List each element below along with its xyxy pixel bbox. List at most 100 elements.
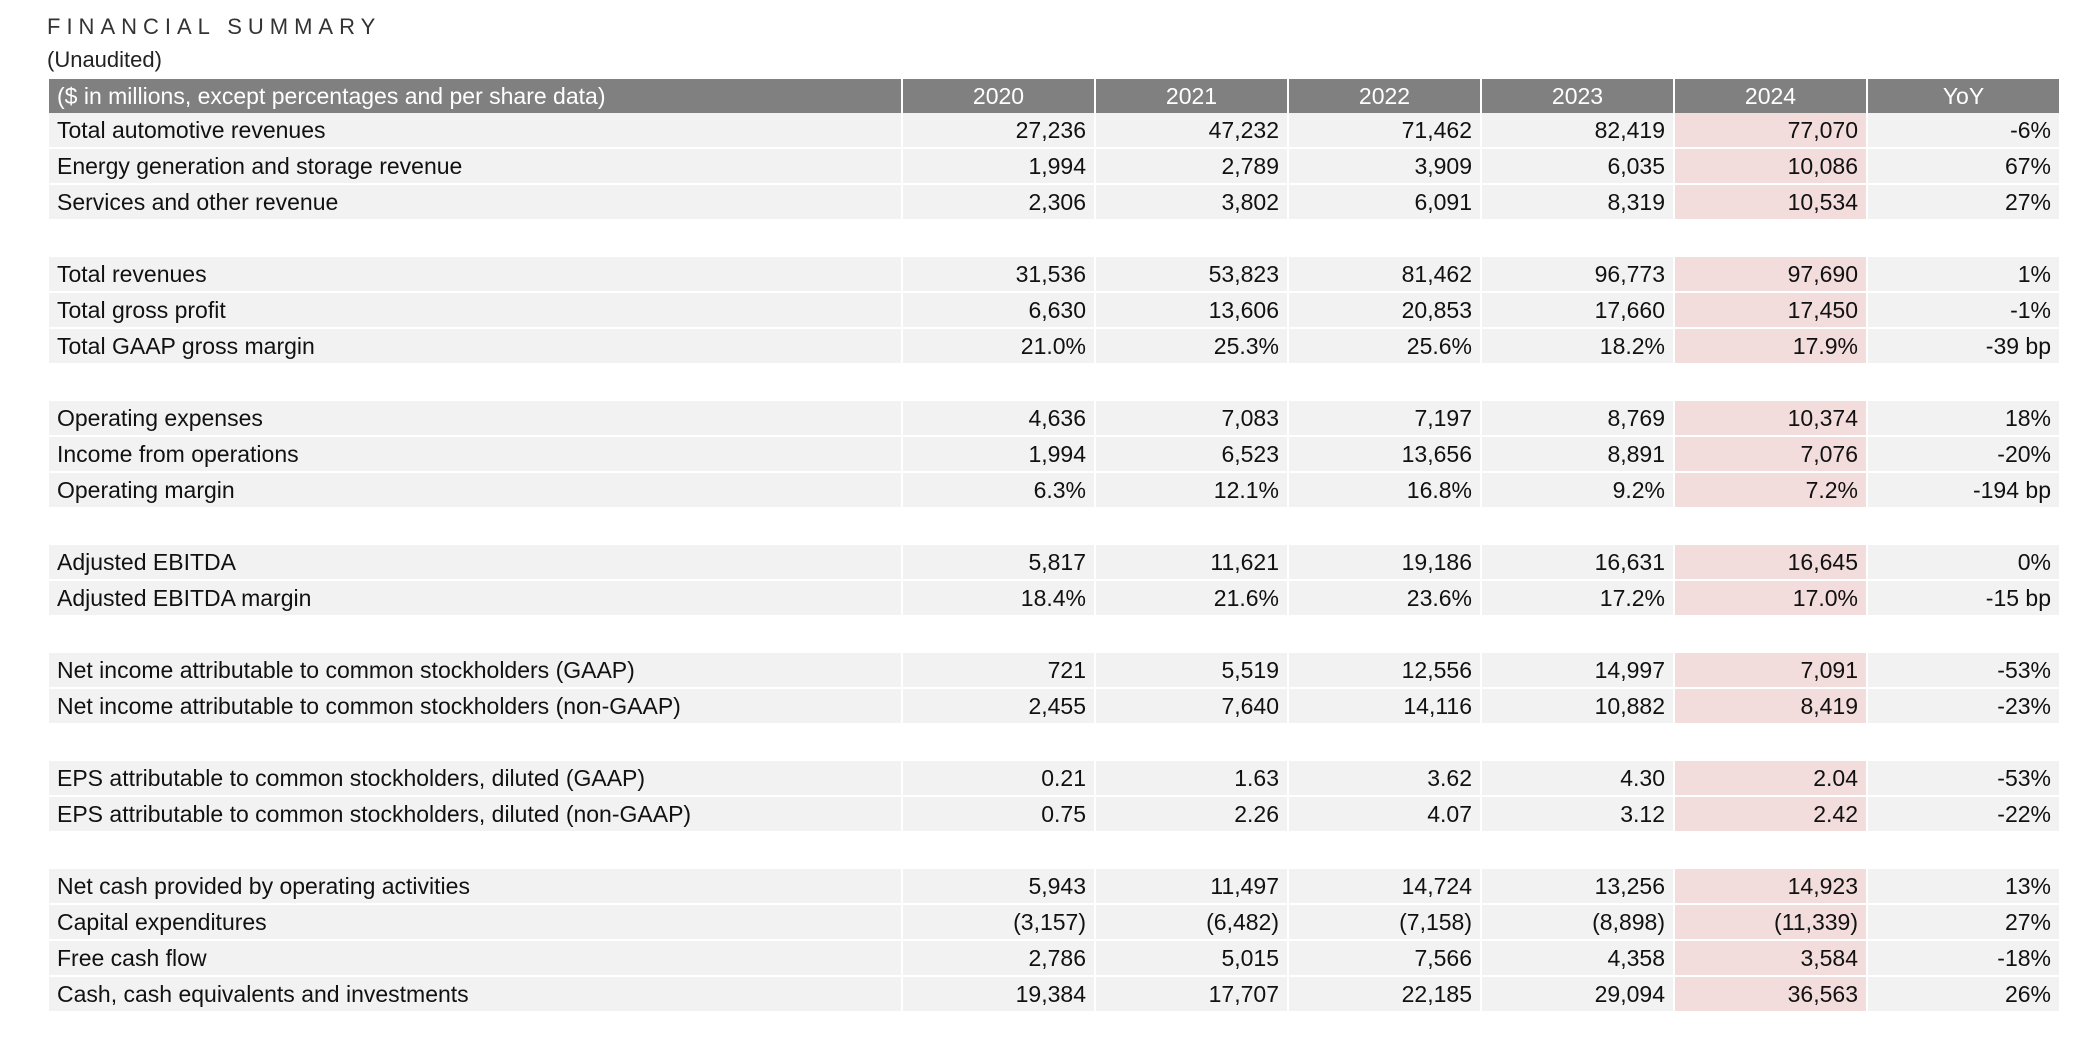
row-eps-diluted-non-gaap: EPS attributable to common stockholders,…	[49, 797, 2059, 833]
value-2022: 14,116	[1289, 689, 1480, 725]
value-2021: 11,497	[1096, 869, 1287, 905]
value-2024: 14,923	[1675, 869, 1866, 905]
header-yoy: YoY	[1868, 79, 2059, 113]
value-yoy: -20%	[1868, 437, 2059, 473]
value-2023: 9.2%	[1482, 473, 1673, 509]
value-2022: 6,091	[1289, 185, 1480, 221]
group-spacer	[49, 221, 2059, 257]
row-label: Total gross profit	[49, 293, 901, 329]
value-2022: 81,462	[1289, 257, 1480, 293]
row-income-from-operations: Income from operations 1,994 6,523 13,656 8,…	[49, 437, 2059, 473]
value-2021: 47,232	[1096, 113, 1287, 149]
value-yoy: 13%	[1868, 869, 2059, 905]
value-2022: 12,556	[1289, 653, 1480, 689]
value-yoy: 26%	[1868, 977, 2059, 1013]
row-label: Net income attributable to common stockh…	[49, 653, 901, 689]
value-yoy: 1%	[1868, 257, 2059, 293]
row-net-income-gaap: Net income attributable to common stockh…	[49, 653, 2059, 689]
row-label: Services and other revenue	[49, 185, 901, 221]
value-2022: (7,158)	[1289, 905, 1480, 941]
value-2024: 7,076	[1675, 437, 1866, 473]
value-2023: 96,773	[1482, 257, 1673, 293]
value-2020: 1,994	[903, 149, 1094, 185]
row-energy-generation-and-storage-revenue: Energy generation and storage revenue 1,9…	[49, 149, 2059, 185]
value-2022: 25.6%	[1289, 329, 1480, 365]
value-2020: 721	[903, 653, 1094, 689]
row-adjusted-ebitda-margin: Adjusted EBITDA margin 18.4% 21.6% 23.6% 17.…	[49, 581, 2059, 617]
value-2022: 23.6%	[1289, 581, 1480, 617]
value-2021: 2,789	[1096, 149, 1287, 185]
value-2024: 77,070	[1675, 113, 1866, 149]
group-spacer	[49, 365, 2059, 401]
value-2020: 31,536	[903, 257, 1094, 293]
value-yoy: -6%	[1868, 113, 2059, 149]
value-yoy: -15 bp	[1868, 581, 2059, 617]
row-label: Total revenues	[49, 257, 901, 293]
value-2021: 13,606	[1096, 293, 1287, 329]
value-2020: 5,817	[903, 545, 1094, 581]
value-2024: 7,091	[1675, 653, 1866, 689]
row-operating-expenses: Operating expenses 4,636 7,083 7,197 8,769 10…	[49, 401, 2059, 437]
value-2022: 13,656	[1289, 437, 1480, 473]
value-2023: 18.2%	[1482, 329, 1673, 365]
value-yoy: -194 bp	[1868, 473, 2059, 509]
value-2020: 4,636	[903, 401, 1094, 437]
value-2020: (3,157)	[903, 905, 1094, 941]
value-2021: (6,482)	[1096, 905, 1287, 941]
row-label: EPS attributable to common stockholders,…	[49, 761, 901, 797]
row-label: Adjusted EBITDA margin	[49, 581, 901, 617]
value-2024: 10,086	[1675, 149, 1866, 185]
value-yoy: 0%	[1868, 545, 2059, 581]
value-2024: (11,339)	[1675, 905, 1866, 941]
value-yoy: -53%	[1868, 653, 2059, 689]
value-yoy: -23%	[1868, 689, 2059, 725]
row-label: Income from operations	[49, 437, 901, 473]
value-2022: 3,909	[1289, 149, 1480, 185]
value-2023: 16,631	[1482, 545, 1673, 581]
value-2021: 7,083	[1096, 401, 1287, 437]
value-2023: 17,660	[1482, 293, 1673, 329]
header-year-2021: 2021	[1096, 79, 1287, 113]
row-label: Cash, cash equivalents and investments	[49, 977, 901, 1013]
group-spacer	[49, 725, 2059, 761]
value-yoy: -53%	[1868, 761, 2059, 797]
value-yoy: 18%	[1868, 401, 2059, 437]
value-2023: 29,094	[1482, 977, 1673, 1013]
spacer-cell	[49, 617, 2059, 653]
row-label: Net cash provided by operating activitie…	[49, 869, 901, 905]
value-2020: 19,384	[903, 977, 1094, 1013]
row-label: Adjusted EBITDA	[49, 545, 901, 581]
row-net-income-non-gaap: Net income attributable to common stockh…	[49, 689, 2059, 725]
value-2024: 10,374	[1675, 401, 1866, 437]
row-label: Operating margin	[49, 473, 901, 509]
value-2022: 19,186	[1289, 545, 1480, 581]
value-2021: 25.3%	[1096, 329, 1287, 365]
value-2024: 16,645	[1675, 545, 1866, 581]
value-2022: 3.62	[1289, 761, 1480, 797]
value-yoy: -18%	[1868, 941, 2059, 977]
value-2020: 0.21	[903, 761, 1094, 797]
value-2022: 7,566	[1289, 941, 1480, 977]
group-spacer	[49, 509, 2059, 545]
row-operating-margin: Operating margin 6.3% 12.1% 16.8% 9.2% 7.2% -1…	[49, 473, 2059, 509]
value-2022: 14,724	[1289, 869, 1480, 905]
value-2023: 4.30	[1482, 761, 1673, 797]
value-2020: 5,943	[903, 869, 1094, 905]
value-2020: 6.3%	[903, 473, 1094, 509]
value-2024: 36,563	[1675, 977, 1866, 1013]
row-total-automotive-revenues: Total automotive revenues 27,236 47,232 71,…	[49, 113, 2059, 149]
value-2020: 2,306	[903, 185, 1094, 221]
row-services-and-other-revenue: Services and other revenue 2,306 3,802 6,09…	[49, 185, 2059, 221]
value-2020: 1,994	[903, 437, 1094, 473]
value-2024: 17,450	[1675, 293, 1866, 329]
row-label: Capital expenditures	[49, 905, 901, 941]
value-2022: 7,197	[1289, 401, 1480, 437]
value-yoy: 27%	[1868, 185, 2059, 221]
value-2022: 4.07	[1289, 797, 1480, 833]
row-net-cash-operating-activities: Net cash provided by operating activitie…	[49, 869, 2059, 905]
value-2024: 97,690	[1675, 257, 1866, 293]
value-2021: 5,519	[1096, 653, 1287, 689]
value-2021: 6,523	[1096, 437, 1287, 473]
value-2022: 16.8%	[1289, 473, 1480, 509]
table-header: ($ in millions, except percentages and p…	[49, 79, 2059, 113]
